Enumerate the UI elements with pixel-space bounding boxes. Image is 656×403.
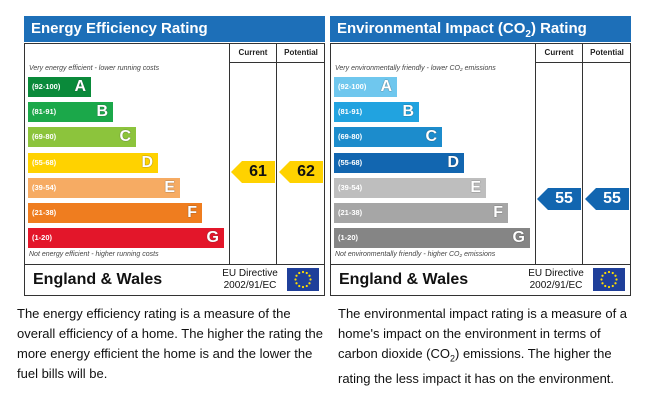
energy-description: The energy efficiency rating is a measur… <box>17 306 323 381</box>
rating-band-e: (39-54) E <box>334 177 486 198</box>
top-note: Very environmentally friendly - lower CO… <box>335 65 496 72</box>
divider <box>229 62 324 63</box>
potential-rating-arrow: 62 <box>279 161 323 183</box>
rating-band-f: (21-38) F <box>334 203 508 223</box>
band-letter: B <box>402 103 414 121</box>
band-range: (21-38) <box>32 208 57 217</box>
eu-directive: EU Directive 2002/91/EC <box>218 268 282 292</box>
potential-rating-value: 62 <box>297 163 315 180</box>
rating-band-b: (81-91) B <box>334 102 419 123</box>
potential-rating-value: 55 <box>603 190 621 207</box>
region-label: England & Wales <box>33 271 163 288</box>
environment-footer: England & Wales EU Directive 2002/91/EC <box>330 265 631 296</box>
band-range: (21-38) <box>338 208 363 217</box>
rating-band-a: (92-100) A <box>28 77 91 97</box>
band-range: (55-68) <box>32 157 57 167</box>
rating-band-g: (1-20) G <box>28 228 224 249</box>
rating-band-b: (81-91) B <box>28 102 113 123</box>
eu-directive: EU Directive 2002/91/EC <box>524 268 588 292</box>
band-letter: A <box>74 78 86 95</box>
current-column-header: Current <box>544 48 574 57</box>
directive-line-2: 2002/91/EC <box>529 280 583 291</box>
energy-efficiency-panel: Energy Efficiency Rating Current Potenti… <box>24 16 325 296</box>
divider <box>229 44 230 264</box>
divider <box>535 62 630 63</box>
divider <box>276 44 277 264</box>
band-letter: F <box>187 204 197 221</box>
band-range: (39-54) <box>338 182 363 192</box>
energy-title: Energy Efficiency Rating <box>24 16 325 42</box>
energy-chart-box: Current Potential Very energy efficient … <box>24 43 325 265</box>
band-range: (69-80) <box>338 132 363 142</box>
rating-band-f: (21-38) F <box>28 203 202 223</box>
environment-chart-box: Current Potential Very environmentally f… <box>330 43 631 265</box>
band-range: (81-91) <box>338 107 363 117</box>
band-range: (81-91) <box>32 107 57 117</box>
current-rating-value: 61 <box>249 163 267 180</box>
environment-title: Environmental Impact (CO2) Rating <box>330 16 631 42</box>
band-letter: C <box>425 128 437 146</box>
band-range: (1-20) <box>338 233 359 243</box>
environment-description: The environmental impact rating is a mea… <box>338 306 628 386</box>
top-note: Very energy efficient - lower running co… <box>29 65 160 72</box>
band-range: (69-80) <box>32 132 57 142</box>
directive-line-1: EU Directive <box>222 268 278 279</box>
band-letter: C <box>119 128 131 146</box>
band-range: (92-100) <box>338 82 367 91</box>
rating-band-a: (92-100) A <box>334 77 397 97</box>
bottom-note: Not environmentally friendly - higher CO… <box>335 251 496 258</box>
band-range: (1-20) <box>32 233 53 243</box>
band-letter: G <box>206 229 219 247</box>
rating-band-e: (39-54) E <box>28 177 180 198</box>
current-rating-value: 55 <box>555 190 573 207</box>
band-letter: A <box>380 78 392 95</box>
current-rating-arrow: 55 <box>537 188 581 210</box>
band-range: (55-68) <box>338 157 363 167</box>
band-letter: G <box>512 229 525 247</box>
current-rating-arrow: 61 <box>231 161 275 183</box>
eu-flag-icon <box>287 268 319 291</box>
potential-column-header: Potential <box>590 48 624 57</box>
environmental-impact-panel: Environmental Impact (CO2) Rating Curren… <box>330 16 631 296</box>
region-label: England & Wales <box>339 271 469 288</box>
current-column-header: Current <box>238 48 268 57</box>
rating-band-c: (69-80) C <box>334 127 442 148</box>
rating-band-c: (69-80) C <box>28 127 136 148</box>
rating-band-g: (1-20) G <box>334 228 530 249</box>
band-letter: F <box>493 204 503 221</box>
energy-footer: England & Wales EU Directive 2002/91/EC <box>24 265 325 296</box>
divider <box>535 44 536 264</box>
band-letter: E <box>164 178 175 196</box>
band-range: (92-100) <box>32 82 61 91</box>
potential-rating-arrow: 55 <box>585 188 629 210</box>
directive-line-1: EU Directive <box>528 268 584 279</box>
band-letter: D <box>141 153 153 171</box>
bottom-note: Not energy efficient - higher running co… <box>29 251 159 258</box>
band-range: (39-54) <box>32 182 57 192</box>
directive-line-2: 2002/91/EC <box>223 280 277 291</box>
eu-flag-icon <box>593 268 625 291</box>
band-letter: D <box>447 153 459 171</box>
rating-band-d: (55-68) D <box>28 152 158 173</box>
band-letter: E <box>470 178 481 196</box>
potential-column-header: Potential <box>284 48 318 57</box>
band-letter: B <box>96 103 108 121</box>
rating-band-d: (55-68) D <box>334 152 464 173</box>
divider <box>582 44 583 264</box>
